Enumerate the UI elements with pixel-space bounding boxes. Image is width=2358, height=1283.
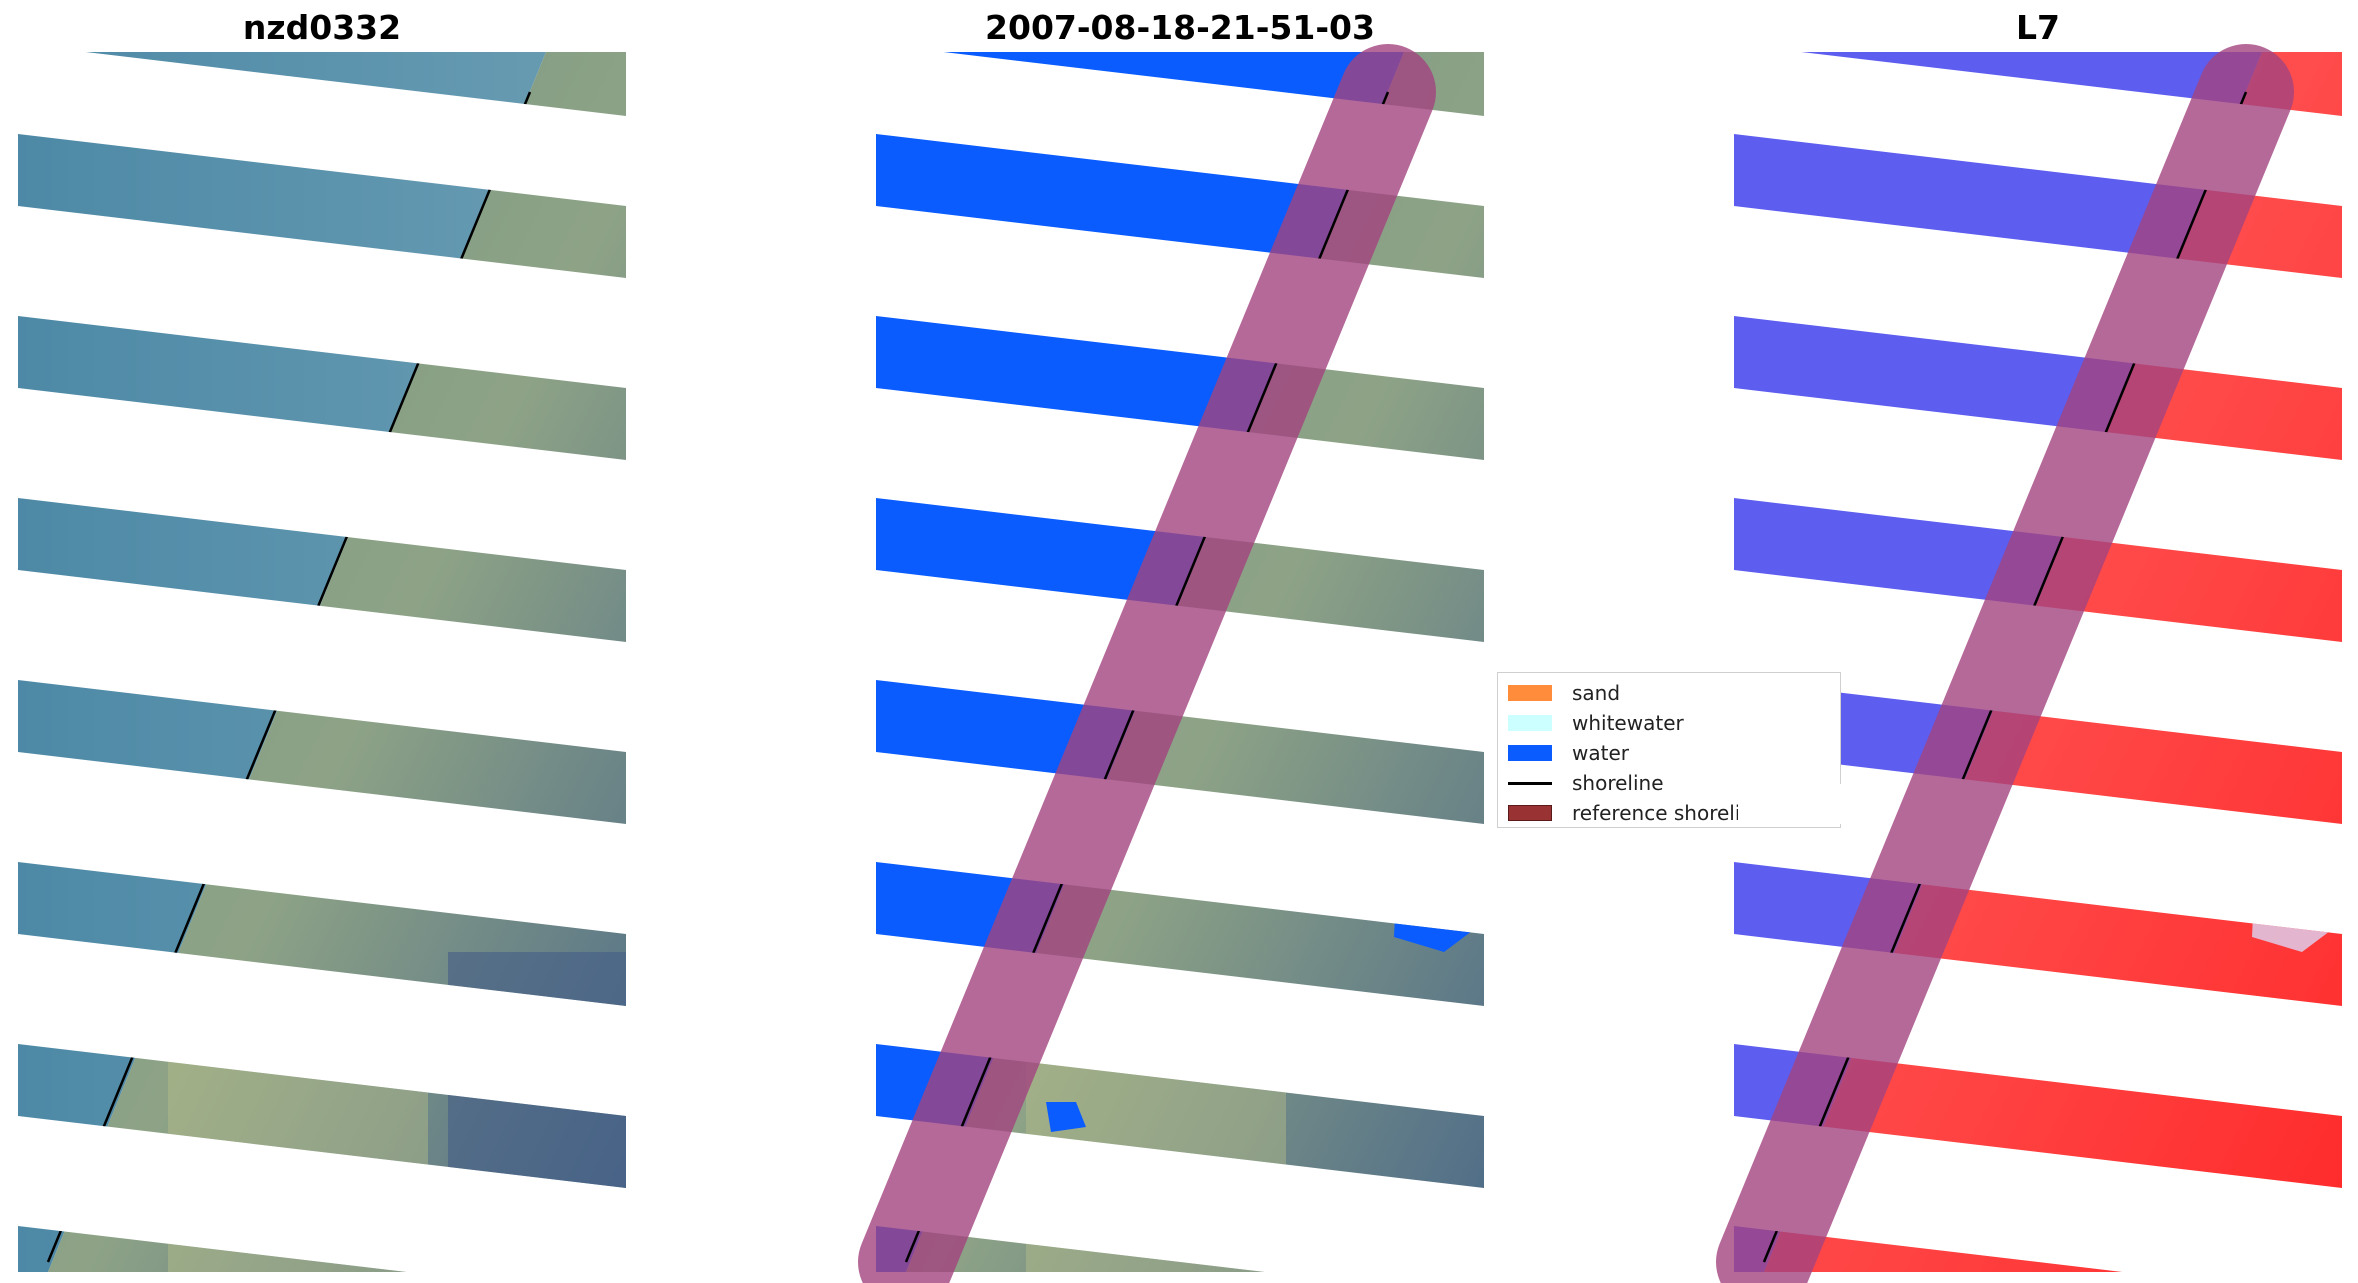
panel-title-index: L7 bbox=[2016, 8, 2060, 47]
reference-shoreline-swatch bbox=[1508, 805, 1552, 821]
panel-title-rgb: nzd0332 bbox=[242, 8, 402, 47]
rgb-image-panel bbox=[18, 52, 626, 1272]
legend-item-whitewater: whitewater bbox=[1508, 710, 1684, 736]
pasture-patch bbox=[168, 992, 428, 1272]
index-image-panel bbox=[1716, 44, 2342, 1283]
legend-label: water bbox=[1572, 741, 1629, 765]
panel-title-classified: 2007-08-18-21-51-03 bbox=[985, 8, 1375, 47]
whitewater-swatch bbox=[1508, 715, 1552, 731]
legend-label: shoreline bbox=[1572, 771, 1664, 795]
legend-item-water: water bbox=[1508, 740, 1629, 766]
legend-item-sand: sand bbox=[1508, 680, 1620, 706]
shoreline-swatch bbox=[1508, 781, 1552, 785]
sand-swatch bbox=[1508, 685, 1552, 701]
water-swatch bbox=[1508, 745, 1552, 761]
legend-label: sand bbox=[1572, 681, 1621, 705]
classified-image-panel bbox=[858, 44, 1484, 1283]
forest-patch bbox=[448, 952, 626, 1272]
legend-label: whitewater bbox=[1572, 711, 1684, 735]
pasture-patch bbox=[1026, 992, 1286, 1272]
legend-overlap bbox=[1738, 784, 1842, 824]
legend-item-shoreline: shoreline bbox=[1508, 770, 1664, 796]
